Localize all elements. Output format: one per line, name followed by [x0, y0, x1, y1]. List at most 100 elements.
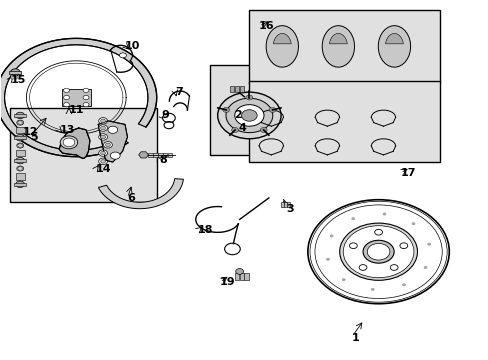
Circle shape	[231, 127, 238, 132]
Circle shape	[101, 119, 105, 123]
Circle shape	[342, 279, 345, 281]
Bar	[15, 75, 17, 79]
Bar	[163, 153, 167, 157]
Bar	[239, 273, 244, 280]
Circle shape	[60, 136, 78, 149]
Text: 13: 13	[59, 125, 75, 135]
Bar	[14, 136, 26, 139]
Circle shape	[366, 243, 389, 260]
Circle shape	[241, 110, 257, 121]
Text: 17: 17	[400, 168, 415, 178]
Circle shape	[307, 200, 448, 304]
Circle shape	[17, 143, 23, 148]
Bar	[148, 153, 153, 157]
Bar	[16, 150, 24, 156]
Circle shape	[235, 269, 243, 274]
Circle shape	[16, 181, 24, 188]
Circle shape	[63, 95, 69, 100]
Circle shape	[105, 143, 110, 147]
Circle shape	[225, 98, 272, 133]
Bar	[284, 202, 286, 207]
Circle shape	[382, 213, 385, 215]
Bar	[16, 127, 24, 133]
Polygon shape	[378, 26, 410, 67]
Circle shape	[349, 243, 357, 248]
Circle shape	[16, 112, 24, 119]
Circle shape	[18, 121, 22, 125]
Circle shape	[99, 150, 107, 156]
Circle shape	[339, 223, 417, 280]
Circle shape	[343, 226, 413, 278]
Polygon shape	[329, 33, 346, 44]
Text: 16: 16	[259, 21, 274, 31]
Text: 14: 14	[96, 164, 111, 174]
Circle shape	[423, 266, 426, 269]
Bar	[14, 114, 26, 117]
Text: 19: 19	[220, 277, 235, 287]
Polygon shape	[98, 179, 183, 209]
Circle shape	[18, 167, 22, 170]
Text: 11: 11	[69, 105, 84, 115]
Circle shape	[101, 126, 105, 130]
Circle shape	[411, 222, 414, 225]
Circle shape	[260, 127, 266, 132]
Bar	[11, 75, 14, 79]
Circle shape	[17, 120, 23, 125]
Text: 7: 7	[175, 87, 183, 97]
Circle shape	[162, 113, 175, 123]
Text: 4: 4	[238, 123, 246, 133]
Text: 8: 8	[159, 155, 166, 165]
Circle shape	[223, 107, 229, 112]
Circle shape	[163, 122, 173, 129]
Bar	[153, 153, 158, 157]
Circle shape	[108, 126, 118, 134]
Circle shape	[101, 151, 105, 155]
Circle shape	[119, 53, 126, 58]
Circle shape	[370, 288, 373, 291]
Polygon shape	[98, 121, 127, 162]
Circle shape	[217, 92, 281, 139]
Circle shape	[16, 134, 24, 141]
Bar	[239, 86, 243, 92]
Bar	[249, 10, 439, 83]
Circle shape	[83, 88, 89, 93]
Text: 3: 3	[285, 204, 293, 214]
Bar	[234, 86, 238, 92]
Circle shape	[17, 166, 23, 171]
Circle shape	[83, 95, 89, 100]
Bar	[249, 81, 439, 162]
Circle shape	[16, 157, 24, 164]
Polygon shape	[265, 26, 298, 67]
Bar	[16, 173, 24, 180]
Circle shape	[362, 240, 393, 263]
Circle shape	[358, 265, 366, 270]
Text: 15: 15	[10, 75, 26, 85]
Text: 6: 6	[127, 193, 135, 203]
Circle shape	[101, 159, 105, 163]
Circle shape	[309, 201, 446, 302]
Circle shape	[245, 95, 252, 100]
Circle shape	[99, 134, 107, 140]
Bar	[244, 273, 248, 280]
Text: 1: 1	[351, 333, 359, 343]
Circle shape	[399, 243, 407, 248]
Bar	[14, 159, 26, 162]
Bar	[229, 86, 233, 92]
Circle shape	[389, 265, 397, 270]
Text: 12: 12	[22, 127, 38, 136]
Circle shape	[18, 144, 22, 147]
Text: 2: 2	[233, 111, 241, 121]
Circle shape	[234, 105, 264, 126]
Bar	[14, 183, 26, 186]
Polygon shape	[385, 33, 403, 44]
Circle shape	[103, 141, 112, 148]
Bar	[287, 202, 290, 207]
Bar	[9, 71, 21, 74]
Bar	[280, 202, 283, 207]
Polygon shape	[59, 128, 90, 158]
Polygon shape	[322, 26, 354, 67]
Bar	[210, 65, 298, 155]
Circle shape	[10, 69, 20, 76]
Circle shape	[351, 217, 354, 220]
Circle shape	[99, 125, 107, 131]
